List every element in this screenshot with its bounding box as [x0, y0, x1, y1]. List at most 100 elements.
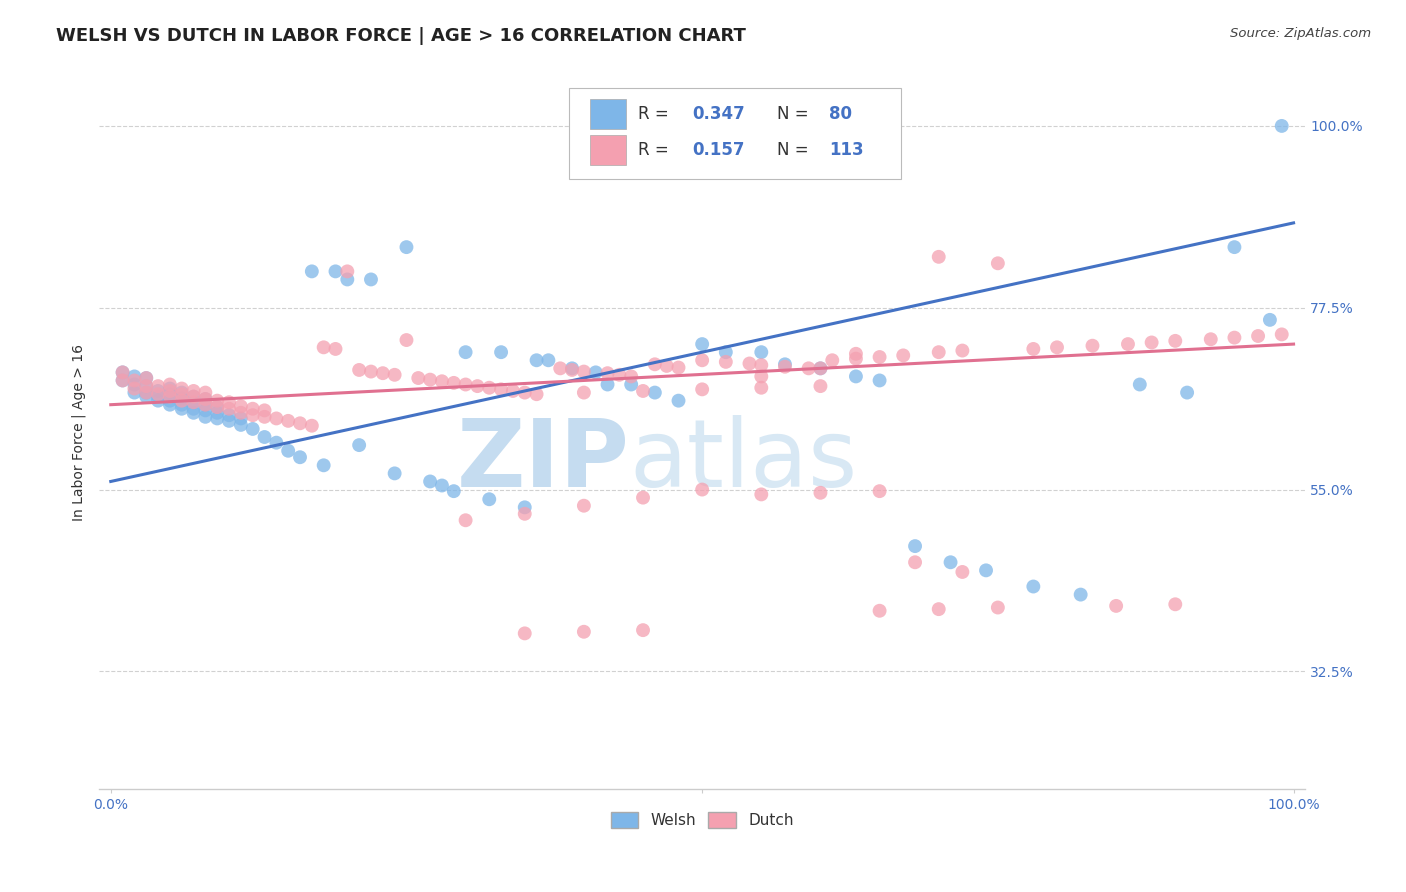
Text: R =: R = [638, 104, 675, 123]
Point [253, 430, 276, 444]
Point [146, 393, 169, 408]
Point [454, 377, 477, 392]
Point [596, 366, 619, 380]
Point [135, 385, 157, 400]
Text: atlas: atlas [630, 416, 858, 508]
Point [419, 475, 441, 489]
Point [360, 272, 382, 286]
Point [644, 357, 666, 371]
Point [146, 379, 169, 393]
Point [135, 371, 157, 385]
Point [454, 513, 477, 527]
Point [513, 500, 536, 515]
Point [631, 491, 654, 505]
Point [572, 624, 595, 639]
Point [950, 565, 973, 579]
Point [668, 360, 690, 375]
Point [159, 393, 181, 408]
Point [749, 369, 772, 384]
Point [170, 393, 193, 408]
Point [183, 406, 205, 420]
Point [1271, 119, 1294, 133]
Point [1046, 340, 1069, 354]
Point [205, 406, 228, 420]
Text: 0.347: 0.347 [693, 104, 745, 123]
Point [526, 387, 548, 401]
Point [135, 379, 157, 393]
Point [1105, 599, 1128, 613]
Point [205, 393, 228, 408]
Point [631, 384, 654, 398]
Point [159, 390, 181, 404]
Point [810, 485, 832, 500]
Point [810, 379, 832, 393]
Point [489, 382, 512, 396]
Point [111, 374, 134, 388]
Point [419, 373, 441, 387]
Point [714, 355, 737, 369]
Point [869, 484, 891, 499]
Point [312, 458, 335, 473]
Point [572, 499, 595, 513]
Point [194, 385, 217, 400]
Point [183, 395, 205, 409]
Point [205, 400, 228, 414]
Point [408, 371, 430, 385]
Point [904, 539, 927, 553]
Point [502, 384, 524, 398]
Point [111, 365, 134, 379]
Point [194, 403, 217, 417]
Point [513, 385, 536, 400]
Point [277, 443, 299, 458]
Point [395, 333, 418, 347]
Point [631, 623, 654, 637]
Point [620, 369, 643, 384]
Point [690, 483, 713, 497]
Point [1070, 588, 1092, 602]
Point [301, 264, 323, 278]
Point [443, 376, 465, 390]
Point [537, 353, 560, 368]
Point [253, 403, 276, 417]
Point [218, 414, 240, 428]
Point [1129, 377, 1152, 392]
Point [690, 353, 713, 368]
Point [242, 401, 264, 416]
Point [135, 379, 157, 393]
Point [205, 400, 228, 414]
Point [526, 353, 548, 368]
Point [869, 350, 891, 364]
Point [430, 478, 453, 492]
Point [111, 374, 134, 388]
Point [347, 363, 370, 377]
Point [111, 365, 134, 379]
Point [928, 250, 950, 264]
Point [194, 392, 217, 406]
Point [1271, 327, 1294, 342]
Point [124, 385, 146, 400]
Point [1223, 331, 1246, 345]
Point [596, 377, 619, 392]
Point [443, 484, 465, 499]
Point [467, 379, 489, 393]
Point [159, 398, 181, 412]
Point [987, 256, 1010, 270]
Point [159, 384, 181, 398]
Point [869, 374, 891, 388]
Text: R =: R = [638, 141, 675, 159]
Point [821, 353, 844, 368]
Point [146, 387, 169, 401]
Text: 0.157: 0.157 [693, 141, 745, 159]
Point [810, 361, 832, 376]
Point [170, 401, 193, 416]
Point [229, 400, 252, 414]
Point [845, 351, 868, 366]
Text: ZIP: ZIP [457, 416, 630, 508]
Point [146, 390, 169, 404]
Point [229, 417, 252, 432]
Point [1199, 332, 1222, 346]
Point [170, 385, 193, 400]
Text: N =: N = [778, 104, 814, 123]
Point [974, 563, 997, 577]
Point [810, 361, 832, 376]
